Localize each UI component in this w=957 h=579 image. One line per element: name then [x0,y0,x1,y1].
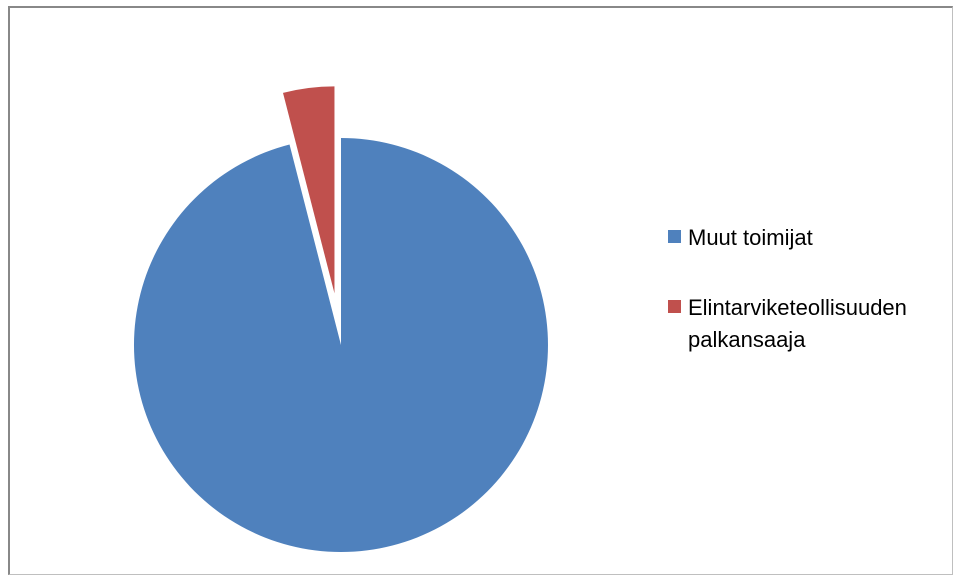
legend-swatch-muut-toimijat [668,230,681,243]
pie-slice-elintarviketeollisuuden-palkansaaja [283,86,335,294]
pie-slice-muut-toimijat [133,138,548,552]
legend: Muut toimijat Elintarviketeollisuuden pa… [668,222,953,394]
legend-swatch-elintarviketeollisuuden-palkansaaja [668,300,681,313]
legend-item-elintarviketeollisuuden-palkansaaja: Elintarviketeollisuuden palkansaaja [668,292,953,356]
legend-label-muut-toimijat: Muut toimijat [688,225,813,250]
chart-frame [8,6,953,575]
legend-label-elintarviketeollisuuden-palkansaaja: Elintarviketeollisuuden palkansaaja [688,295,907,352]
legend-item-muut-toimijat: Muut toimijat [668,222,953,254]
